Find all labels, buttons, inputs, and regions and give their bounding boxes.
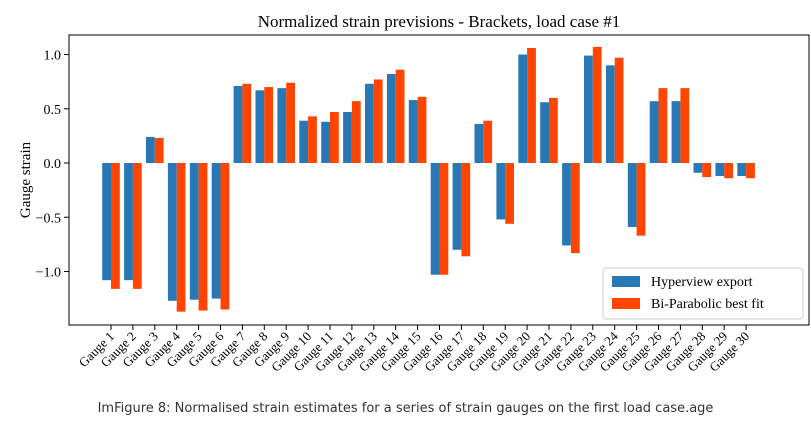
bar-hyperview-13 bbox=[365, 83, 374, 163]
bar-hyperview-19 bbox=[496, 163, 506, 220]
bar-biparabolic-15 bbox=[417, 96, 427, 163]
bar-hyperview-15 bbox=[408, 100, 418, 163]
bar-biparabolic-30 bbox=[746, 163, 755, 179]
bar-biparabolic-19 bbox=[505, 163, 514, 224]
legend-label-biparabolic: Bi-Parabolic best fit bbox=[651, 297, 764, 312]
bar-hyperview-22 bbox=[562, 163, 571, 246]
bar-hyperview-16 bbox=[430, 163, 440, 275]
bar-hyperview-9 bbox=[277, 88, 287, 163]
bar-biparabolic-20 bbox=[527, 47, 536, 163]
bar-hyperview-1 bbox=[102, 163, 111, 281]
legend-swatch-biparabolic bbox=[612, 298, 640, 309]
bar-biparabolic-8 bbox=[264, 87, 274, 163]
bar-hyperview-5 bbox=[189, 163, 199, 300]
bar-biparabolic-25 bbox=[636, 163, 646, 236]
y-axis-label: Gauge strain bbox=[18, 141, 34, 218]
bar-hyperview-24 bbox=[605, 65, 615, 163]
legend: Hyperview export Bi-Parabolic best fit bbox=[602, 267, 804, 320]
bar-hyperview-28 bbox=[693, 163, 703, 173]
bar-hyperview-20 bbox=[518, 54, 528, 163]
bar-biparabolic-13 bbox=[373, 79, 383, 163]
bar-hyperview-26 bbox=[649, 101, 659, 163]
bar-hyperview-21 bbox=[540, 102, 549, 163]
bar-hyperview-23 bbox=[584, 55, 593, 164]
bar-hyperview-18 bbox=[474, 123, 484, 163]
bar-biparabolic-17 bbox=[461, 163, 471, 257]
bar-hyperview-30 bbox=[737, 163, 747, 177]
y-tick-label: 0.0 bbox=[44, 157, 62, 172]
bar-hyperview-29 bbox=[715, 163, 725, 177]
legend-label-hyperview: Hyperview export bbox=[651, 275, 753, 290]
bar-biparabolic-6 bbox=[220, 163, 230, 310]
bar-hyperview-4 bbox=[167, 163, 177, 301]
bar-hyperview-10 bbox=[299, 120, 309, 163]
y-tick-label: −1.0 bbox=[36, 266, 61, 281]
y-tick-label: 1.0 bbox=[44, 49, 62, 64]
bar-biparabolic-10 bbox=[308, 116, 317, 163]
bar-hyperview-8 bbox=[255, 90, 265, 163]
bar-biparabolic-29 bbox=[724, 163, 733, 179]
bar-biparabolic-14 bbox=[395, 69, 405, 163]
bar-biparabolic-5 bbox=[198, 163, 208, 311]
chart-title: Normalized strain previsions - Brackets,… bbox=[258, 12, 621, 31]
bar-hyperview-25 bbox=[627, 163, 637, 228]
bar-biparabolic-21 bbox=[549, 97, 558, 163]
bar-hyperview-17 bbox=[452, 163, 462, 250]
bar-hyperview-7 bbox=[233, 85, 243, 163]
legend-box bbox=[602, 267, 804, 320]
bar-hyperview-11 bbox=[321, 121, 330, 163]
bar-biparabolic-27 bbox=[680, 88, 690, 163]
bar-hyperview-6 bbox=[211, 163, 221, 299]
bar-biparabolic-9 bbox=[286, 82, 295, 163]
bar-biparabolic-4 bbox=[176, 163, 186, 312]
bar-biparabolic-28 bbox=[702, 163, 712, 178]
bar-hyperview-3 bbox=[146, 136, 155, 163]
bar-biparabolic-23 bbox=[592, 46, 602, 163]
bar-biparabolic-7 bbox=[242, 83, 252, 163]
bar-biparabolic-12 bbox=[351, 101, 361, 163]
bar-hyperview-27 bbox=[671, 101, 681, 163]
bar-biparabolic-22 bbox=[570, 163, 580, 254]
y-tick-label: −0.5 bbox=[36, 211, 61, 226]
bar-biparabolic-16 bbox=[439, 163, 449, 275]
bar-hyperview-14 bbox=[386, 74, 396, 163]
bar-biparabolic-3 bbox=[154, 138, 164, 163]
y-tick-label: 0.5 bbox=[44, 103, 62, 118]
bar-biparabolic-1 bbox=[111, 163, 120, 289]
bar-hyperview-12 bbox=[343, 112, 352, 163]
legend-swatch-hyperview bbox=[612, 276, 640, 287]
bar-biparabolic-26 bbox=[658, 88, 668, 163]
bar-biparabolic-18 bbox=[483, 120, 493, 163]
bar-biparabolic-24 bbox=[614, 57, 624, 164]
bar-biparabolic-2 bbox=[132, 163, 142, 289]
bar-hyperview-2 bbox=[124, 163, 133, 281]
bar-biparabolic-11 bbox=[330, 112, 339, 163]
figure-caption: ImFigure 8: Normalised strain estimates … bbox=[97, 401, 714, 416]
